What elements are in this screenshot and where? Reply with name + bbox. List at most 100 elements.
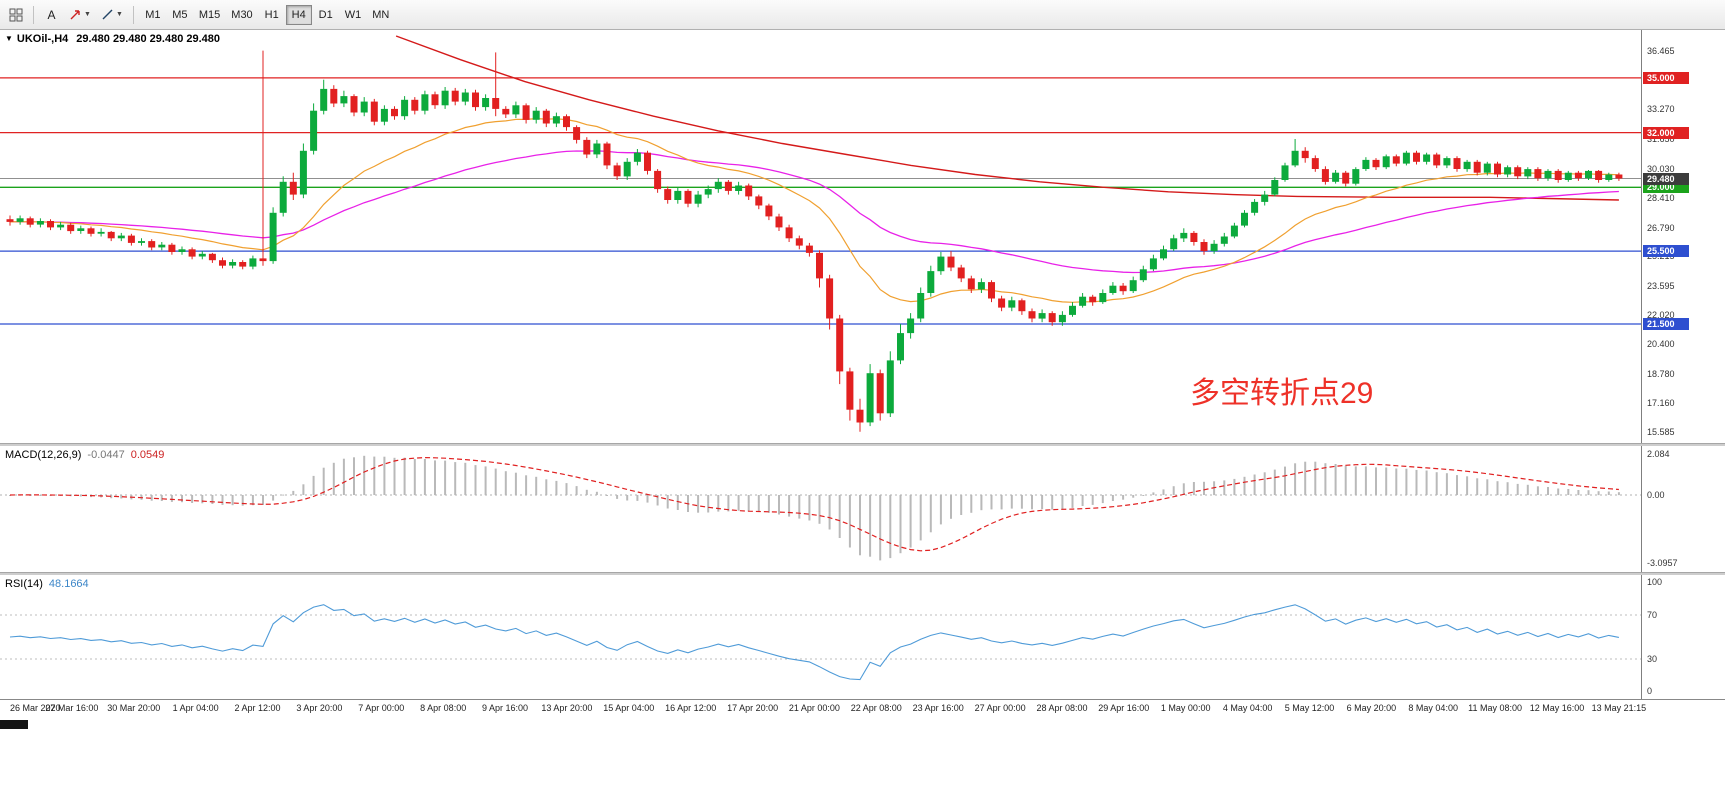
toolbar: A ▼ ▼ M1 M5 M15 M30 H1 H4 D1 W1 MN xyxy=(0,0,1725,30)
time-label: 8 Apr 08:00 xyxy=(420,703,467,713)
chart-menu-icon[interactable]: ▼ xyxy=(5,34,13,43)
time-label: 21 Apr 00:00 xyxy=(788,703,840,713)
rsi-axis-label: 70 xyxy=(1647,610,1658,620)
time-label: 28 Apr 08:00 xyxy=(1036,703,1088,713)
arrow-tool-button[interactable]: ▼ xyxy=(65,4,95,25)
time-label: 12 May 16:00 xyxy=(1529,703,1585,713)
macd-histogram xyxy=(9,455,1620,561)
macd-axis: 2.084 0.00 -3.0957 xyxy=(1641,446,1725,572)
rsi-axis-label: 100 xyxy=(1647,577,1663,587)
price-tick: 28.410 xyxy=(1647,193,1675,204)
price-tag-21.500: 21.500 xyxy=(1643,317,1689,330)
price-tag-35.000: 35.000 xyxy=(1643,71,1689,84)
macd-axis-label: 2.084 xyxy=(1647,449,1670,459)
time-label: 29 Apr 16:00 xyxy=(1098,703,1150,713)
grid-icon xyxy=(9,8,22,21)
timeframe-button-m5[interactable]: M5 xyxy=(167,5,193,25)
timeframe-button-m1[interactable]: M1 xyxy=(140,5,166,25)
timeframe-group: M1 M5 M15 M30 H1 H4 D1 W1 MN xyxy=(140,4,394,25)
pane-separator[interactable] xyxy=(0,572,1725,575)
price-tick: 17.160 xyxy=(1647,398,1675,409)
dropdown-caret-icon: ▼ xyxy=(84,11,91,18)
chart-grid-button[interactable] xyxy=(4,4,27,25)
rsi-pane[interactable]: RSI(14) 48.1664 100 70 30 0 xyxy=(0,575,1725,699)
rsi-axis: 100 70 30 0 xyxy=(1641,575,1725,699)
price-tag-25.500: 25.500 xyxy=(1643,245,1689,258)
timeframe-button-w1[interactable]: W1 xyxy=(340,5,367,25)
toolbar-separator xyxy=(132,5,134,24)
price-axis: 36.46534.84533.27031.65030.03028.41026.7… xyxy=(1641,30,1725,443)
rsi-axis-label: 0 xyxy=(1647,686,1653,696)
price-tag-29.480: 29.480 xyxy=(1643,172,1689,185)
pane-separator[interactable] xyxy=(0,443,1725,446)
time-label: 27 Apr 00:00 xyxy=(974,703,1026,713)
macd-header: MACD(12,26,9) -0.0447 0.0549 xyxy=(5,449,164,461)
time-label: 16 Apr 12:00 xyxy=(665,703,717,713)
bottom-left-window-fragment xyxy=(0,720,28,729)
timeframe-button-h4[interactable]: H4 xyxy=(285,4,312,25)
timeframe-button-h1[interactable]: H1 xyxy=(259,5,285,25)
time-label: 13 May 21:15 xyxy=(1591,703,1647,713)
chart-header: ▼ UKOil-,H4 29.480 29.480 29.480 29.480 xyxy=(5,33,220,45)
bottom-strip xyxy=(0,716,1725,795)
rsi-value: 48.1664 xyxy=(48,578,89,590)
price-tick: 31.650 xyxy=(1647,133,1675,144)
macd-signal-line xyxy=(9,456,1619,552)
time-label: 7 Apr 00:00 xyxy=(358,703,405,713)
candles xyxy=(6,50,1623,432)
chart-ohlc-values: 29.480 29.480 29.480 29.480 xyxy=(76,33,221,45)
ma-fast-line xyxy=(9,117,1619,303)
rsi-axis-label: 30 xyxy=(1647,654,1658,664)
chart-title: UKOil-,H4 xyxy=(16,33,69,45)
time-label: 15 Apr 04:00 xyxy=(603,703,655,713)
ma-medium-line xyxy=(9,150,1619,274)
ma-long-line xyxy=(395,35,1619,201)
price-tick: 20.400 xyxy=(1647,339,1675,350)
price-tick: 22.020 xyxy=(1647,309,1675,320)
time-label: 13 Apr 20:00 xyxy=(541,703,593,713)
arrow-icon xyxy=(70,10,80,20)
macd-pane[interactable]: MACD(12,26,9) -0.0447 0.0549 2.084 0.00 -3.0… xyxy=(0,446,1725,572)
time-label: 8 May 04:00 xyxy=(1408,703,1458,713)
price-tick: 26.790 xyxy=(1647,222,1675,233)
line-tools-button[interactable]: ▼ xyxy=(97,4,127,25)
main-chart-pane[interactable]: ▼ UKOil-,H4 29.480 29.480 29.480 29.480 多空… xyxy=(0,30,1725,443)
time-label: 9 Apr 16:00 xyxy=(481,703,529,713)
macd-value: -0.0447 xyxy=(87,449,125,461)
chart-annotation-text: 多空转折点29 xyxy=(1190,377,1374,410)
time-label: 2 Apr 12:00 xyxy=(234,703,281,713)
time-label: 27 Mar 16:00 xyxy=(45,703,99,713)
trendline-icon xyxy=(102,9,113,20)
toolbar-separator xyxy=(33,5,34,24)
timeframe-button-m15[interactable]: M15 xyxy=(194,5,225,25)
price-tick: 23.595 xyxy=(1647,280,1675,291)
time-label: 23 Apr 16:00 xyxy=(912,703,964,713)
price-tick: 36.465 xyxy=(1647,46,1675,57)
rsi-line xyxy=(9,604,1620,681)
macd-label: MACD(12,26,9) xyxy=(5,449,82,461)
time-label: 4 May 04:00 xyxy=(1222,703,1273,713)
time-label: 22 Apr 08:00 xyxy=(850,703,902,713)
price-tick: 33.270 xyxy=(1647,104,1675,115)
timeframe-button-d1[interactable]: D1 xyxy=(313,5,339,25)
dropdown-caret-icon: ▼ xyxy=(115,11,123,18)
time-label: 17 Apr 20:00 xyxy=(727,703,779,713)
time-label: 1 May 00:00 xyxy=(1160,703,1211,713)
price-tick: 15.585 xyxy=(1647,426,1675,437)
rsi-label: RSI(14) xyxy=(5,578,43,590)
time-label: 11 May 08:00 xyxy=(1468,703,1523,713)
time-label: 3 Apr 20:00 xyxy=(296,703,343,713)
time-label: 26 Mar 2020 xyxy=(10,703,61,713)
price-tag-32.000: 32.000 xyxy=(1643,126,1689,139)
macd-axis-label: 0.00 xyxy=(1647,490,1665,501)
timeframe-button-mn[interactable]: MN xyxy=(367,5,394,25)
rsi-header: RSI(14) 48.1664 xyxy=(5,578,89,590)
text-tool-button[interactable]: A xyxy=(40,4,63,25)
macd-signal-value: 0.0549 xyxy=(130,449,165,461)
time-label: 5 May 12:00 xyxy=(1284,703,1335,713)
timeframe-button-m30[interactable]: M30 xyxy=(226,5,257,25)
chart-window: ▼ UKOil-,H4 29.480 29.480 29.480 29.480 多空… xyxy=(0,30,1725,716)
price-tick: 30.030 xyxy=(1647,163,1675,174)
macd-axis-label: -3.0957 xyxy=(1647,558,1678,568)
